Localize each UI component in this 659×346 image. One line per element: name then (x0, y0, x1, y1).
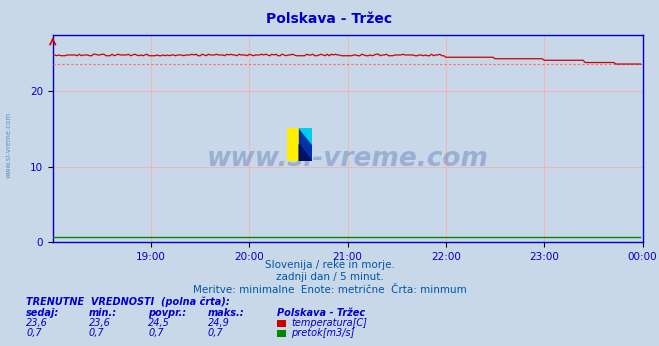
Text: sedaj:: sedaj: (26, 308, 59, 318)
Text: 0,7: 0,7 (208, 328, 223, 338)
Text: povpr.:: povpr.: (148, 308, 186, 318)
Text: temperatura[C]: temperatura[C] (291, 318, 367, 328)
Text: 24,9: 24,9 (208, 318, 229, 328)
Text: 23,6: 23,6 (89, 318, 111, 328)
Text: 24,5: 24,5 (148, 318, 170, 328)
Text: 0,7: 0,7 (89, 328, 105, 338)
Text: maks.:: maks.: (208, 308, 244, 318)
Polygon shape (299, 128, 312, 161)
Text: Polskava - Tržec: Polskava - Tržec (277, 308, 365, 318)
Text: min.:: min.: (89, 308, 117, 318)
Polygon shape (299, 128, 312, 145)
Text: www.si-vreme.com: www.si-vreme.com (5, 112, 12, 179)
Polygon shape (287, 128, 299, 161)
Text: 0,7: 0,7 (26, 328, 42, 338)
Polygon shape (299, 145, 312, 161)
Text: zadnji dan / 5 minut.: zadnji dan / 5 minut. (275, 273, 384, 282)
Text: Meritve: minimalne  Enote: metrične  Črta: minmum: Meritve: minimalne Enote: metrične Črta:… (192, 285, 467, 294)
Text: pretok[m3/s]: pretok[m3/s] (291, 328, 355, 338)
Text: Polskava - Tržec: Polskava - Tržec (266, 12, 393, 26)
Text: TRENUTNE  VREDNOSTI  (polna črta):: TRENUTNE VREDNOSTI (polna črta): (26, 297, 230, 307)
Text: www.si-vreme.com: www.si-vreme.com (207, 146, 488, 172)
Text: Slovenija / reke in morje.: Slovenija / reke in morje. (264, 260, 395, 270)
Text: 23,6: 23,6 (26, 318, 48, 328)
Text: 0,7: 0,7 (148, 328, 164, 338)
